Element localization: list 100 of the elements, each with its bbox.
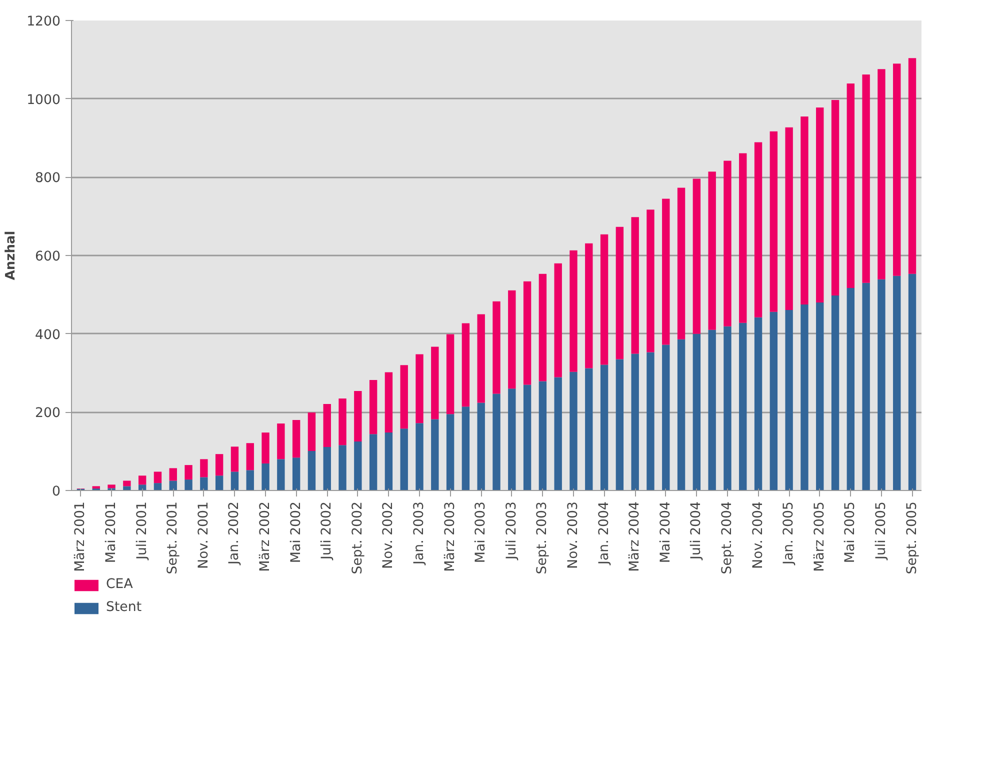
bar (154, 472, 162, 484)
bar (677, 339, 686, 490)
bar (308, 412, 316, 451)
bar (400, 428, 408, 490)
x-tick-label: Mai 2002 (288, 501, 304, 564)
bar (369, 434, 378, 490)
bar (677, 188, 686, 340)
bar (338, 445, 346, 490)
bar (138, 476, 146, 485)
bar (262, 463, 270, 490)
bar (492, 301, 500, 394)
bar (846, 84, 855, 288)
bar (477, 402, 485, 490)
bar (262, 432, 270, 464)
bar (292, 420, 300, 458)
bar (862, 282, 870, 490)
bar (554, 263, 562, 378)
bar (492, 394, 500, 490)
legend-label: Stent (106, 600, 142, 615)
x-tick-label: Jan. 2004 (596, 501, 612, 566)
bar (277, 424, 285, 460)
y-tick-label: 200 (35, 406, 61, 422)
bar (354, 391, 362, 442)
bar (108, 484, 116, 488)
bar (523, 281, 532, 385)
x-tick-label: März 2002 (258, 501, 274, 572)
bar (462, 406, 470, 490)
x-tick-label: Sept. 2005 (904, 501, 920, 574)
x-tick-label: März 2003 (442, 501, 458, 572)
bar (416, 354, 424, 424)
x-tick-label: Sept. 2002 (350, 501, 366, 574)
bar (169, 480, 177, 490)
bar (878, 279, 886, 490)
bar (230, 472, 239, 490)
bar (662, 344, 670, 490)
x-tick-label: Jan. 2002 (227, 501, 242, 566)
bar (369, 380, 378, 434)
legend-label: CEA (106, 577, 133, 592)
bar (800, 304, 808, 490)
bar (631, 217, 639, 354)
bar (708, 172, 716, 330)
bar (184, 465, 192, 480)
x-tick-label: März 2001 (73, 501, 88, 572)
bar (323, 447, 331, 490)
bar (831, 295, 840, 490)
bar (846, 288, 855, 490)
bar (554, 377, 562, 490)
bar (831, 100, 840, 296)
x-tick-label: Nov. 2002 (381, 501, 396, 569)
x-tick-label: Sept. 2004 (720, 501, 735, 574)
bar (200, 477, 208, 490)
bar (754, 317, 762, 490)
bar (446, 414, 454, 490)
bar (600, 234, 608, 365)
bar (538, 274, 547, 382)
bar (816, 107, 824, 302)
x-tick-label: Juli 2002 (320, 501, 335, 560)
bar (878, 69, 886, 280)
y-tick-label: 1000 (26, 92, 61, 108)
bar (770, 131, 778, 312)
bar (631, 354, 639, 490)
bar (739, 322, 747, 490)
bar (692, 334, 701, 490)
bar (646, 210, 654, 352)
bar (523, 384, 532, 490)
bar (893, 64, 901, 276)
bar (400, 365, 408, 429)
bar (277, 459, 285, 490)
bar (431, 346, 439, 420)
bar (462, 323, 470, 407)
bar (446, 334, 454, 414)
bar (708, 330, 716, 490)
bar (724, 326, 732, 490)
bar (477, 314, 485, 403)
x-tick-label: Jan. 2003 (412, 501, 428, 566)
bar (893, 276, 901, 490)
bar (384, 372, 393, 433)
bar (616, 226, 624, 360)
x-tick-label: Nov. 2003 (566, 501, 581, 569)
bar (770, 312, 778, 490)
bar (416, 423, 424, 490)
bar (230, 446, 239, 472)
bar (123, 486, 131, 490)
x-tick-label: Juli 2005 (874, 501, 889, 560)
bar (692, 178, 701, 334)
bar (570, 250, 578, 372)
bar (739, 153, 747, 323)
bar (538, 381, 547, 490)
bar (785, 310, 793, 490)
bar (800, 116, 808, 304)
x-tick-label: Jan. 2005 (782, 501, 797, 566)
x-tick-label: Mai 2003 (474, 501, 489, 564)
y-tick-label: 400 (35, 328, 61, 343)
bar (246, 443, 254, 470)
bar (323, 404, 331, 448)
x-tick-label: Mai 2004 (658, 501, 674, 564)
bar (508, 388, 516, 490)
y-axis-title: Anzhal (4, 230, 19, 280)
x-tick-label: Nov. 2004 (750, 501, 766, 569)
bar (169, 468, 177, 481)
